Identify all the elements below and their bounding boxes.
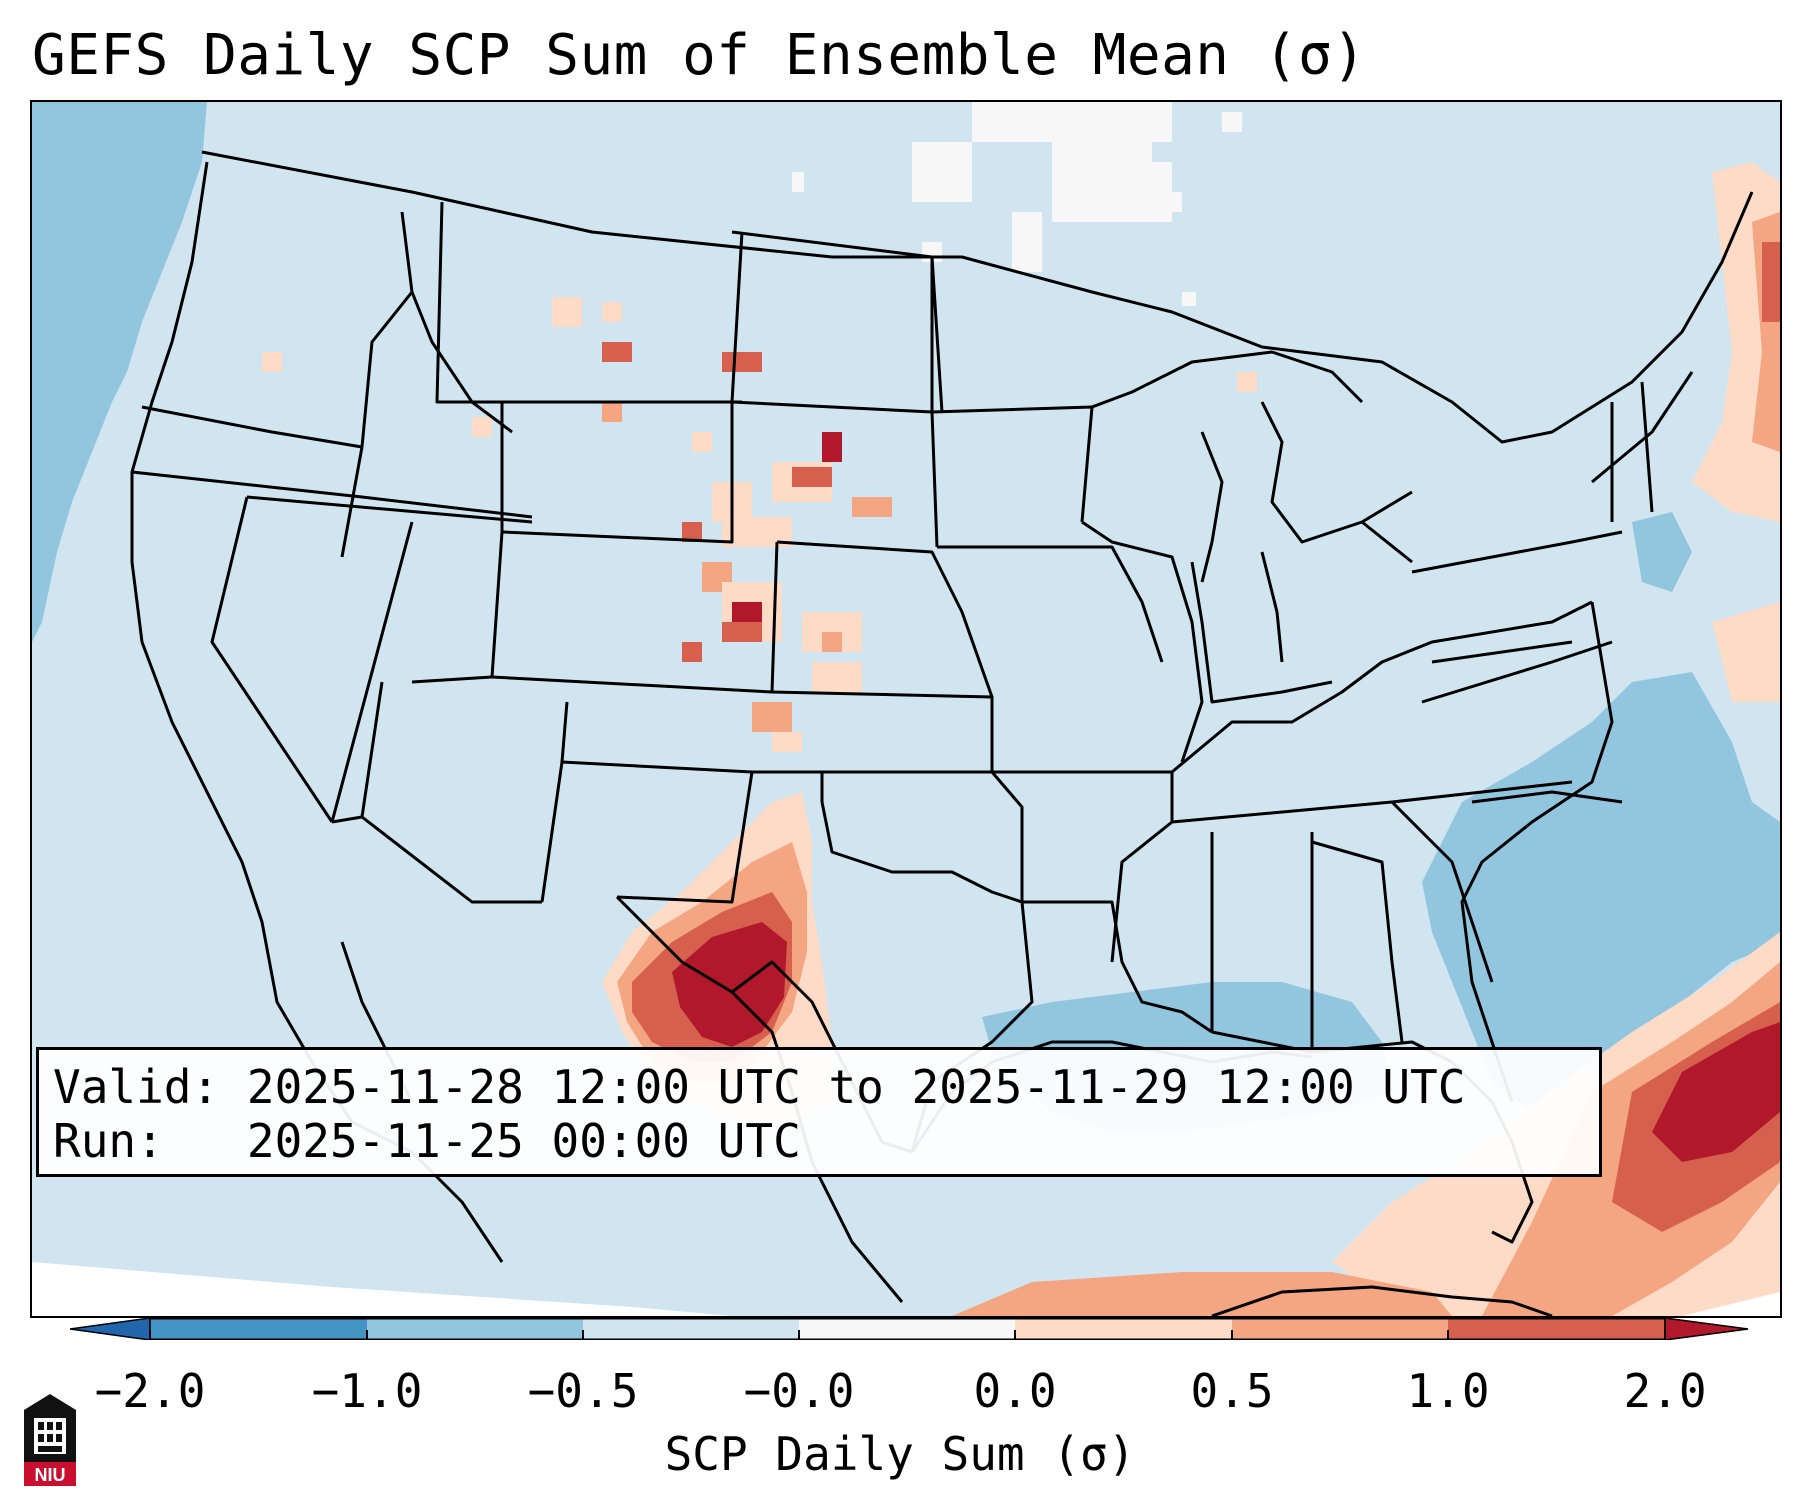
colorbar-tick-label: 2.0 bbox=[1623, 1364, 1707, 1418]
niu-logo: NIU bbox=[24, 1394, 76, 1486]
run-label: Run: bbox=[53, 1114, 164, 1168]
central-plains-positive-pixels bbox=[262, 297, 1257, 752]
southern-plains-extreme-region bbox=[672, 922, 787, 1047]
colorbar bbox=[70, 1318, 1749, 1340]
valid-time-box: Valid: 2025-11-28 12:00 UTC to 2025-11-2… bbox=[36, 1047, 1602, 1177]
valid-label: Valid: bbox=[53, 1060, 220, 1114]
colorbar-bin-4 bbox=[799, 1318, 1015, 1340]
colorbar-bin-6 bbox=[1232, 1318, 1448, 1340]
colorbar-under-triangle bbox=[70, 1318, 151, 1340]
colorbar-bin-1 bbox=[150, 1318, 367, 1340]
colorbar-tick-label: −1.0 bbox=[311, 1364, 423, 1418]
logo-text: NIU bbox=[35, 1465, 66, 1485]
colorbar-tick-label: 0.5 bbox=[1190, 1364, 1274, 1418]
colorbar-tick-label: 1.0 bbox=[1406, 1364, 1490, 1418]
maine-strong-pixel bbox=[1762, 242, 1780, 322]
canada-neutral-patches bbox=[792, 102, 1242, 306]
colorbar-over-triangle bbox=[1664, 1318, 1749, 1340]
colorbar-bin-7 bbox=[1448, 1318, 1665, 1340]
colorbar-bin-5 bbox=[1015, 1318, 1232, 1340]
university-tower-icon bbox=[24, 1394, 76, 1462]
colorbar-tick-label: −2.0 bbox=[94, 1364, 206, 1418]
atlantic-positive-band bbox=[1712, 602, 1780, 702]
colorbar-tick-label: −0.5 bbox=[527, 1364, 639, 1418]
colorbar-tick-label: 0.0 bbox=[973, 1364, 1057, 1418]
domain-edge-southwest bbox=[32, 1262, 732, 1316]
colorbar-tick-label: −0.0 bbox=[743, 1364, 855, 1418]
northeast-negative-region bbox=[1632, 512, 1692, 592]
chart-title: GEFS Daily SCP Sum of Ensemble Mean (σ) bbox=[32, 23, 1367, 88]
atlantic-negative-region bbox=[1422, 672, 1780, 1112]
cuba-positive-band bbox=[952, 1272, 1452, 1316]
bahamas-extreme-region bbox=[1652, 1022, 1780, 1162]
colorbar-bin-2 bbox=[367, 1318, 583, 1340]
domain-edge-southeast bbox=[1682, 1292, 1780, 1316]
valid-time-range: 2025-11-28 12:00 UTC to 2025-11-29 12:00… bbox=[246, 1060, 1466, 1114]
colorbar-bin-3 bbox=[583, 1318, 799, 1340]
colorbar-label: SCP Daily Sum (σ) bbox=[664, 1427, 1136, 1481]
pacific-negative-region bbox=[32, 102, 207, 642]
run-time: 2025-11-25 00:00 UTC bbox=[246, 1114, 801, 1168]
